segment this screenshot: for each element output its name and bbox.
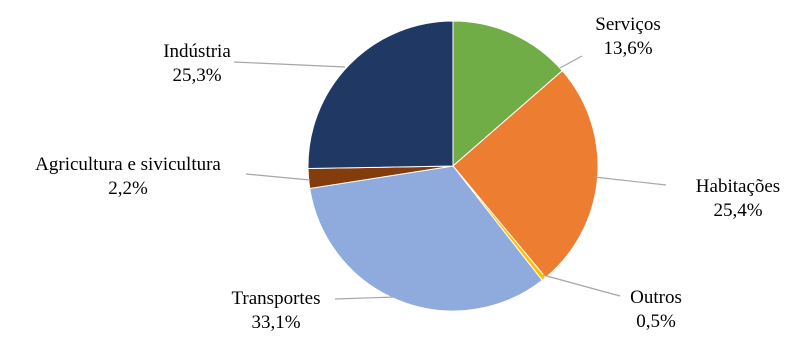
leader-line-4 — [245, 173, 311, 181]
pie-slices — [307, 20, 599, 312]
leader-line-1 — [593, 176, 667, 186]
slice-label-3: Transportes — [231, 288, 320, 309]
slice-value-label-2: 0,5% — [636, 311, 676, 332]
slice-value-label-3: 33,1% — [251, 312, 300, 333]
slice-value-label-1: 25,4% — [713, 200, 762, 221]
pie-slice-3 — [309, 165, 543, 312]
slice-value-label-5: 25,3% — [172, 65, 221, 86]
leader-lines — [233, 55, 667, 300]
slice-label-5: Indústria — [163, 41, 231, 62]
leader-line-0 — [559, 55, 583, 69]
slice-labels: Serviços 13,6% Habitações 25,4% Outros 0,5% Tr… — [35, 14, 780, 333]
leader-line-3 — [334, 296, 396, 300]
slice-label-2: Outros — [630, 287, 682, 308]
slice-value-label-4: 2,2% — [108, 178, 148, 199]
pie-slice-5 — [307, 20, 454, 170]
slice-value-label-0: 13,6% — [603, 38, 652, 59]
pie-slice-0 — [452, 20, 563, 168]
slice-label-1: Habitações — [696, 176, 780, 197]
leader-line-5 — [233, 61, 346, 68]
slice-label-0: Serviços — [595, 14, 660, 35]
slice-label-4: Agricultura e sivicultura — [35, 154, 221, 175]
leader-line-2 — [542, 274, 621, 297]
